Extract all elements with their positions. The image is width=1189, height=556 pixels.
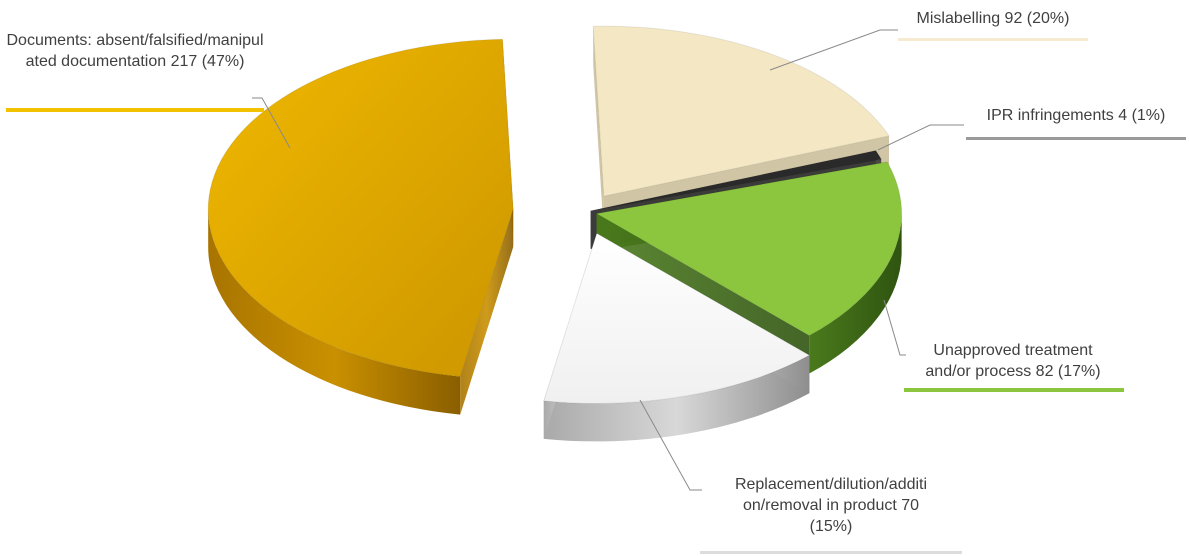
label-replacement-line1: Replacement/dilution/additi bbox=[734, 476, 928, 493]
label-documents-text: Documents: absent/falsified/manipulated … bbox=[6, 32, 264, 70]
pie-slice-documents-cut-0 bbox=[460, 209, 514, 415]
pie-slice-documents bbox=[207, 38, 514, 415]
pie-slice-mislabelling-cut-0 bbox=[593, 26, 604, 235]
label-unapproved: Unapproved treatment and/or process 82 (… bbox=[902, 340, 1124, 382]
pie-slice-replacement-side bbox=[543, 355, 810, 442]
label-replacement-underline bbox=[700, 551, 962, 554]
label-ipr-underline bbox=[966, 137, 1186, 140]
pie-slice-unapproved-top bbox=[595, 161, 903, 337]
label-mislabelling-text: Mislabelling 92 (20%) bbox=[916, 10, 1070, 27]
label-mislabelling: Mislabelling 92 (20%) bbox=[898, 8, 1088, 29]
leader-line-documents bbox=[252, 97, 291, 149]
label-replacement-line3: (15%) bbox=[809, 518, 853, 535]
label-unapproved-line1: Unapproved treatment bbox=[933, 342, 1093, 359]
leader-line-mislabelling bbox=[769, 29, 898, 71]
label-documents: Documents: absent/falsified/manipulated … bbox=[4, 30, 266, 72]
pie-slice-documents-side bbox=[208, 209, 461, 415]
leader-line-replacement bbox=[639, 399, 702, 491]
label-documents-underline bbox=[6, 108, 264, 112]
label-unapproved-line2: and/or process 82 (17%) bbox=[925, 363, 1101, 380]
label-mislabelling-underline bbox=[898, 38, 1088, 41]
pie-slice-ipr-top bbox=[590, 150, 883, 212]
pie-slice-unapproved-side bbox=[809, 213, 902, 374]
label-ipr: IPR infringements 4 (1%) bbox=[966, 105, 1186, 126]
leader-line-unapproved bbox=[883, 299, 906, 356]
label-replacement: Replacement/dilution/additi on/removal i… bbox=[700, 474, 962, 537]
pie-slice-replacement bbox=[543, 232, 811, 442]
leader-line-ipr bbox=[877, 124, 964, 151]
label-ipr-text: IPR infringements 4 (1%) bbox=[986, 107, 1166, 124]
label-replacement-line2: on/removal in product 70 bbox=[742, 497, 920, 514]
pie-slice-documents-top bbox=[207, 38, 514, 378]
label-unapproved-underline bbox=[904, 388, 1124, 392]
pie-slice-mislabelling-top bbox=[592, 25, 890, 197]
pie-slice-replacement-top bbox=[543, 232, 811, 404]
